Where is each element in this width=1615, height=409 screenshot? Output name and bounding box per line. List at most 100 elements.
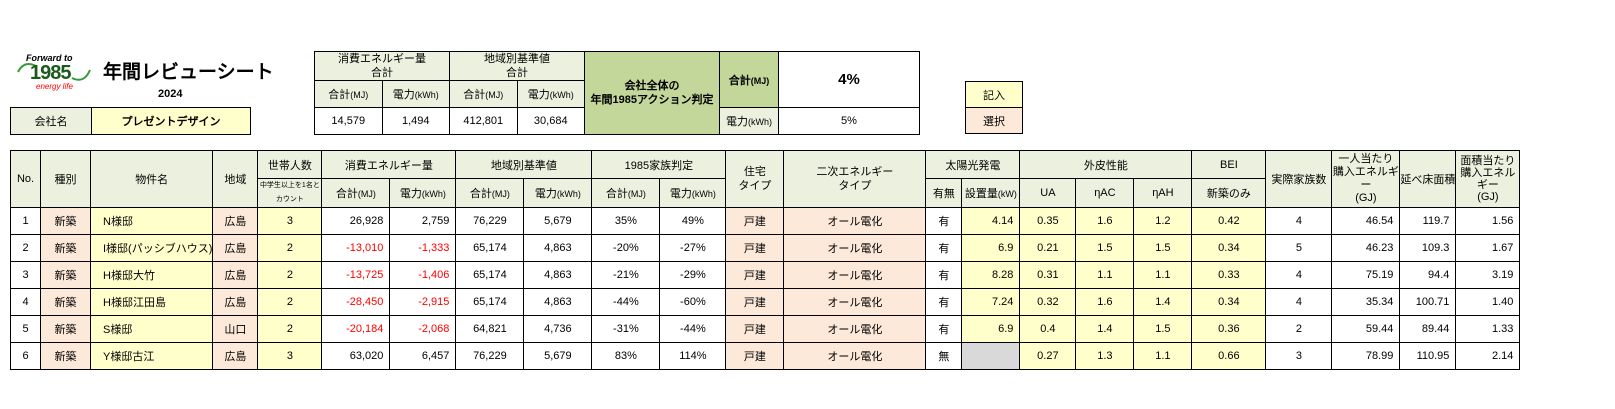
- row-house-type[interactable]: 戸建: [725, 342, 785, 370]
- row-ua[interactable]: 0.21: [1019, 234, 1077, 262]
- row-solar-has[interactable]: 有: [925, 261, 963, 289]
- row-eta-ah[interactable]: 1.5: [1133, 315, 1193, 343]
- row-bei[interactable]: 0.34: [1191, 288, 1267, 316]
- row-secondary-energy[interactable]: オール電化: [783, 207, 927, 235]
- row-ua[interactable]: 0.31: [1019, 261, 1077, 289]
- row-solar-has[interactable]: 有: [925, 315, 963, 343]
- row-floor-area[interactable]: 119.7: [1399, 207, 1457, 235]
- row-region[interactable]: 広島: [212, 234, 259, 262]
- row-solar-capacity[interactable]: [961, 342, 1021, 370]
- row-house-type[interactable]: 戸建: [725, 315, 785, 343]
- row-per-area: 1.40: [1455, 288, 1521, 316]
- row-property-name[interactable]: Y様邸古江: [89, 342, 214, 370]
- row-actual-family[interactable]: 4: [1265, 261, 1333, 289]
- row-kind[interactable]: 新築: [40, 234, 91, 262]
- row-solar-has[interactable]: 有: [925, 288, 963, 316]
- row-property-name[interactable]: H様邸大竹: [89, 261, 214, 289]
- row-kind[interactable]: 新築: [40, 288, 91, 316]
- row-secondary-energy[interactable]: オール電化: [783, 234, 927, 262]
- row-house-type[interactable]: 戸建: [725, 207, 785, 235]
- row-eta-ac[interactable]: 1.6: [1075, 207, 1135, 235]
- row-region[interactable]: 広島: [212, 342, 259, 370]
- row-eta-ac[interactable]: 1.3: [1075, 342, 1135, 370]
- row-property-name[interactable]: H様邸江田島: [89, 288, 214, 316]
- row-property-name[interactable]: N様邸: [89, 207, 214, 235]
- row-region[interactable]: 山口: [212, 315, 259, 343]
- row-household[interactable]: 3: [257, 342, 323, 370]
- row-bei[interactable]: 0.34: [1191, 234, 1267, 262]
- row-eta-ah[interactable]: 1.5: [1133, 234, 1193, 262]
- row-eta-ah[interactable]: 1.1: [1133, 261, 1193, 289]
- row-ua[interactable]: 0.35: [1019, 207, 1077, 235]
- row-reg-power: 5,679: [523, 342, 593, 370]
- row-judge-total: -21%: [591, 261, 661, 289]
- row-bei[interactable]: 0.66: [1191, 342, 1267, 370]
- row-actual-family[interactable]: 3: [1265, 342, 1333, 370]
- row-region[interactable]: 広島: [212, 288, 259, 316]
- row-household[interactable]: 3: [257, 207, 323, 235]
- row-house-type[interactable]: 戸建: [725, 261, 785, 289]
- row-actual-family[interactable]: 2: [1265, 315, 1333, 343]
- row-eta-ah[interactable]: 1.1: [1133, 342, 1193, 370]
- row-solar-capacity[interactable]: 6.9: [961, 315, 1021, 343]
- row-eta-ah[interactable]: 1.4: [1133, 288, 1193, 316]
- row-reg-power: 4,863: [523, 288, 593, 316]
- row-solar-capacity[interactable]: 7.24: [961, 288, 1021, 316]
- row-reg-total: 64,821: [455, 315, 525, 343]
- row-region[interactable]: 広島: [212, 261, 259, 289]
- company-name-field[interactable]: プレゼントデザイン: [91, 107, 251, 135]
- row-eta-ac[interactable]: 1.4: [1075, 315, 1135, 343]
- row-ua[interactable]: 0.4: [1019, 315, 1077, 343]
- row-judge-power: -60%: [659, 288, 727, 316]
- row-judge-total: -31%: [591, 315, 661, 343]
- row-house-type[interactable]: 戸建: [725, 234, 785, 262]
- row-household[interactable]: 2: [257, 234, 323, 262]
- row-eta-ac[interactable]: 1.6: [1075, 288, 1135, 316]
- row-cons-power: 2,759: [389, 207, 457, 235]
- row-ua[interactable]: 0.27: [1019, 342, 1077, 370]
- row-property-name[interactable]: I様邸(パッシブハウス): [89, 234, 214, 262]
- row-eta-ah[interactable]: 1.2: [1133, 207, 1193, 235]
- table-body: 1 新築 N様邸 広島 3 26,928 2,759 76,229 5,679 35% 49% 戸建オ…: [10, 207, 1521, 370]
- row-floor-area[interactable]: 109.3: [1399, 234, 1457, 262]
- row-secondary-energy[interactable]: オール電化: [783, 261, 927, 289]
- row-solar-capacity[interactable]: 8.28: [961, 261, 1021, 289]
- company-table: 会社名 プレゼントデザイン: [10, 107, 251, 135]
- summary-regional-header: 地域別基準値 合計: [449, 51, 585, 81]
- row-actual-family[interactable]: 4: [1265, 288, 1333, 316]
- row-bei[interactable]: 0.42: [1191, 207, 1267, 235]
- row-solar-has[interactable]: 無: [925, 342, 963, 370]
- row-household[interactable]: 2: [257, 315, 323, 343]
- row-household[interactable]: 2: [257, 288, 323, 316]
- row-floor-area[interactable]: 100.71: [1399, 288, 1457, 316]
- row-bei[interactable]: 0.36: [1191, 315, 1267, 343]
- summary-table: 消費エネルギー量 合計 地域別基準値 合計 会社全体の 年間1985アクション判定 合…: [314, 51, 920, 135]
- row-bei[interactable]: 0.33: [1191, 261, 1267, 289]
- row-region[interactable]: 広島: [212, 207, 259, 235]
- row-house-type[interactable]: 戸建: [725, 288, 785, 316]
- row-secondary-energy[interactable]: オール電化: [783, 288, 927, 316]
- row-ua[interactable]: 0.32: [1019, 288, 1077, 316]
- row-kind[interactable]: 新築: [40, 261, 91, 289]
- row-solar-capacity[interactable]: 6.9: [961, 234, 1021, 262]
- row-judge-total: 35%: [591, 207, 661, 235]
- row-solar-has[interactable]: 有: [925, 207, 963, 235]
- row-floor-area[interactable]: 89.44: [1399, 315, 1457, 343]
- row-kind[interactable]: 新築: [40, 315, 91, 343]
- row-eta-ac[interactable]: 1.5: [1075, 234, 1135, 262]
- row-floor-area[interactable]: 94.4: [1399, 261, 1457, 289]
- row-kind[interactable]: 新築: [40, 207, 91, 235]
- row-secondary-energy[interactable]: オール電化: [783, 342, 927, 370]
- row-solar-has[interactable]: 有: [925, 234, 963, 262]
- year-label: 2024: [158, 88, 183, 100]
- row-kind[interactable]: 新築: [40, 342, 91, 370]
- row-actual-family[interactable]: 4: [1265, 207, 1333, 235]
- row-actual-family[interactable]: 5: [1265, 234, 1333, 262]
- row-property-name[interactable]: S様邸: [89, 315, 214, 343]
- row-per-person: 75.19: [1331, 261, 1401, 289]
- row-floor-area[interactable]: 110.95: [1399, 342, 1457, 370]
- row-solar-capacity[interactable]: 4.14: [961, 207, 1021, 235]
- row-household[interactable]: 2: [257, 261, 323, 289]
- row-secondary-energy[interactable]: オール電化: [783, 315, 927, 343]
- row-eta-ac[interactable]: 1.1: [1075, 261, 1135, 289]
